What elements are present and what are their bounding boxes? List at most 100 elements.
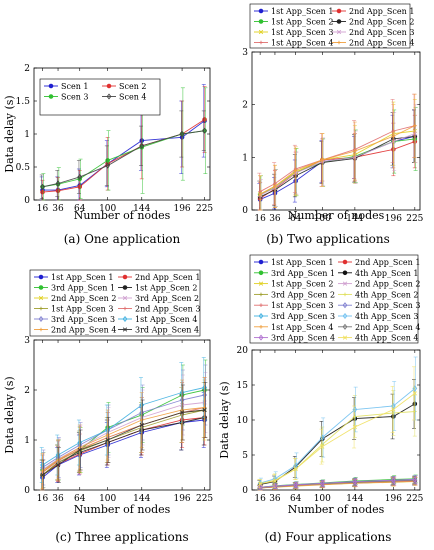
data-point xyxy=(412,476,418,483)
data-point xyxy=(105,162,111,169)
legend-marker xyxy=(258,281,264,286)
x-tick-label: 100 xyxy=(99,494,116,504)
x-tick-label: 36 xyxy=(52,494,64,504)
data-point xyxy=(257,484,263,491)
legend-label: 2nd App_Scen 2 xyxy=(355,280,420,289)
data-point xyxy=(40,189,45,195)
x-tick-label: 144 xyxy=(346,494,363,504)
legend-marker xyxy=(342,302,348,309)
data-point xyxy=(179,130,185,138)
legend-label: 1st App_Scen 3 xyxy=(271,28,333,37)
legend-marker xyxy=(337,40,341,45)
y-tick-label: 0 xyxy=(242,486,248,496)
x-tick-label: 144 xyxy=(133,494,150,504)
x-axis-label: Number of nodes xyxy=(288,503,385,516)
legend-label: 3rd App_Scen 1 xyxy=(51,284,115,293)
legend-label: 3rd App_Scen 2 xyxy=(271,290,335,299)
x-tick-label: 64 xyxy=(74,204,86,214)
legend-marker xyxy=(342,312,348,320)
data-point xyxy=(202,117,207,122)
data-point xyxy=(412,385,418,392)
legend-label: 2nd App_Scen 2 xyxy=(51,294,116,303)
data-point xyxy=(353,149,357,153)
legend-label: 4th App_Scen 4 xyxy=(355,334,419,343)
x-tick-label: 64 xyxy=(290,494,302,504)
series-line xyxy=(42,417,205,476)
legend-label: 3rd App_Scen 3 xyxy=(51,315,115,324)
legend-label: 2nd App_Scen 4 xyxy=(355,323,420,332)
legend-label: 3rd App_Scen 4 xyxy=(271,334,335,343)
data-point xyxy=(139,142,145,149)
data-point xyxy=(40,472,45,478)
legend-marker xyxy=(336,8,342,14)
legend-label: 1st App_Scen 1 xyxy=(271,7,333,16)
y-tick-label: 0.5 xyxy=(16,163,31,173)
legend-marker xyxy=(342,323,348,330)
data-point xyxy=(413,409,417,414)
series-12 xyxy=(40,382,208,491)
plot-frame xyxy=(251,51,421,211)
legend-label: 1st App_Scen 2 xyxy=(271,18,333,27)
data-point xyxy=(77,173,83,180)
y-tick-label: 1 xyxy=(24,436,30,446)
plot-frame xyxy=(33,339,211,491)
x-tick-label: 225 xyxy=(406,494,423,504)
legend-label: 1st App_Scen 2 xyxy=(135,284,197,293)
legend-label: 1st App_Scen 1 xyxy=(51,273,113,282)
data-point xyxy=(105,158,110,163)
data-point xyxy=(390,402,396,410)
panel-caption: (b) Two applications xyxy=(266,232,390,246)
series-line xyxy=(260,388,416,484)
y-tick-label: 2 xyxy=(242,101,248,111)
chart-panel-1: 16 36 64 100 144 196 225 0 0.5 1 1.5 2 Number of nod… xyxy=(3,64,213,246)
legend-label: 1st App_Scen 3 xyxy=(271,301,333,310)
data-point xyxy=(412,391,417,396)
data-point xyxy=(139,418,144,422)
data-point xyxy=(40,469,45,473)
data-point xyxy=(179,410,185,415)
legend-marker xyxy=(38,285,44,290)
data-point xyxy=(413,123,417,128)
legend-label: Scen 3 xyxy=(61,93,88,102)
data-point xyxy=(391,407,396,412)
legend-label: 4th App_Scen 1 xyxy=(355,269,419,278)
x-axis-label: Number of nodes xyxy=(288,209,385,222)
data-point xyxy=(55,188,61,194)
data-point xyxy=(139,422,144,428)
legend-marker xyxy=(38,274,44,280)
y-tick-label: 2 xyxy=(24,386,30,396)
legend-label: 2nd App_Scen 1 xyxy=(135,273,200,282)
panel-caption: (a) One application xyxy=(64,232,181,246)
legend-label: 1st App_Scen 4 xyxy=(271,39,333,48)
chart-panel-3: 16 36 64 100 144 196 225 0 1 2 3 Number of nodes Dat… xyxy=(3,269,213,544)
data-point xyxy=(352,478,358,485)
legend-marker xyxy=(258,259,264,265)
data-point xyxy=(293,168,298,173)
y-tick-label: 0 xyxy=(24,196,30,206)
legend-label: 3rd App_Scen 1 xyxy=(271,269,335,278)
legend-box xyxy=(249,3,411,49)
x-axis-label: Number of nodes xyxy=(74,209,171,222)
plot-frame xyxy=(251,349,421,491)
legend-marker xyxy=(48,94,54,99)
x-tick-label: 100 xyxy=(314,214,331,224)
data-point xyxy=(293,466,298,472)
data-point xyxy=(319,434,325,441)
data-point xyxy=(319,480,325,487)
y-tick-label: 5 xyxy=(242,451,248,461)
y-tick-label: 10 xyxy=(237,416,249,426)
data-point xyxy=(77,184,83,190)
legend-label: 2nd App_Scen 1 xyxy=(355,258,420,267)
legend-marker xyxy=(259,325,263,329)
legend-marker xyxy=(342,259,348,265)
data-point xyxy=(56,458,60,462)
x-tick-label: 196 xyxy=(385,494,402,504)
x-tick-label: 16 xyxy=(254,494,266,504)
legend-label: Scen 1 xyxy=(61,82,88,91)
y-tick-label: 1.5 xyxy=(16,97,31,107)
data-point xyxy=(202,127,207,134)
legend-label: 3rd App_Scen 2 xyxy=(135,294,199,303)
series-4 xyxy=(39,110,207,199)
x-tick-label: 64 xyxy=(74,494,86,504)
